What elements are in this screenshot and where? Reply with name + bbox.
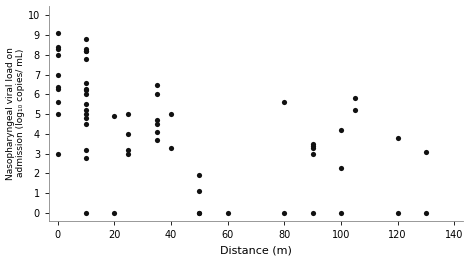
Point [196, 211, 203, 215]
Point [82, 122, 90, 126]
Point [82, 116, 90, 120]
Point [351, 96, 359, 100]
X-axis label: Distance (m): Distance (m) [220, 245, 292, 256]
Point [309, 146, 316, 150]
Point [54, 31, 61, 35]
Point [196, 189, 203, 193]
Point [125, 152, 132, 156]
Point [167, 146, 175, 150]
Point [82, 57, 90, 61]
Point [337, 211, 345, 215]
Point [82, 102, 90, 106]
Y-axis label: Nasopharyngeal viral load on
admission (log₁₀ copies/ mL): Nasopharyngeal viral load on admission (… [6, 47, 25, 180]
Point [153, 130, 160, 134]
Point [153, 122, 160, 126]
Point [82, 156, 90, 160]
Point [82, 211, 90, 215]
Point [309, 152, 316, 156]
Point [281, 211, 288, 215]
Point [54, 47, 61, 51]
Point [110, 114, 118, 118]
Point [422, 211, 430, 215]
Point [54, 85, 61, 89]
Point [54, 86, 61, 91]
Point [125, 112, 132, 116]
Point [281, 100, 288, 104]
Point [82, 112, 90, 116]
Point [54, 152, 61, 156]
Point [153, 138, 160, 142]
Point [337, 165, 345, 170]
Point [125, 132, 132, 136]
Point [82, 37, 90, 41]
Point [309, 144, 316, 148]
Point [337, 128, 345, 132]
Point [153, 92, 160, 97]
Point [422, 150, 430, 154]
Point [82, 108, 90, 112]
Point [309, 142, 316, 146]
Point [82, 80, 90, 85]
Point [110, 211, 118, 215]
Point [224, 211, 231, 215]
Point [82, 92, 90, 97]
Point [309, 211, 316, 215]
Point [82, 148, 90, 152]
Point [54, 45, 61, 49]
Point [153, 82, 160, 87]
Point [54, 53, 61, 57]
Point [54, 112, 61, 116]
Point [167, 112, 175, 116]
Point [153, 118, 160, 122]
Point [394, 136, 401, 140]
Point [82, 49, 90, 53]
Point [82, 49, 90, 53]
Point [82, 88, 90, 93]
Point [196, 173, 203, 177]
Point [394, 211, 401, 215]
Point [196, 211, 203, 215]
Point [54, 73, 61, 77]
Point [82, 86, 90, 91]
Point [54, 100, 61, 104]
Point [125, 148, 132, 152]
Point [82, 47, 90, 51]
Point [351, 108, 359, 112]
